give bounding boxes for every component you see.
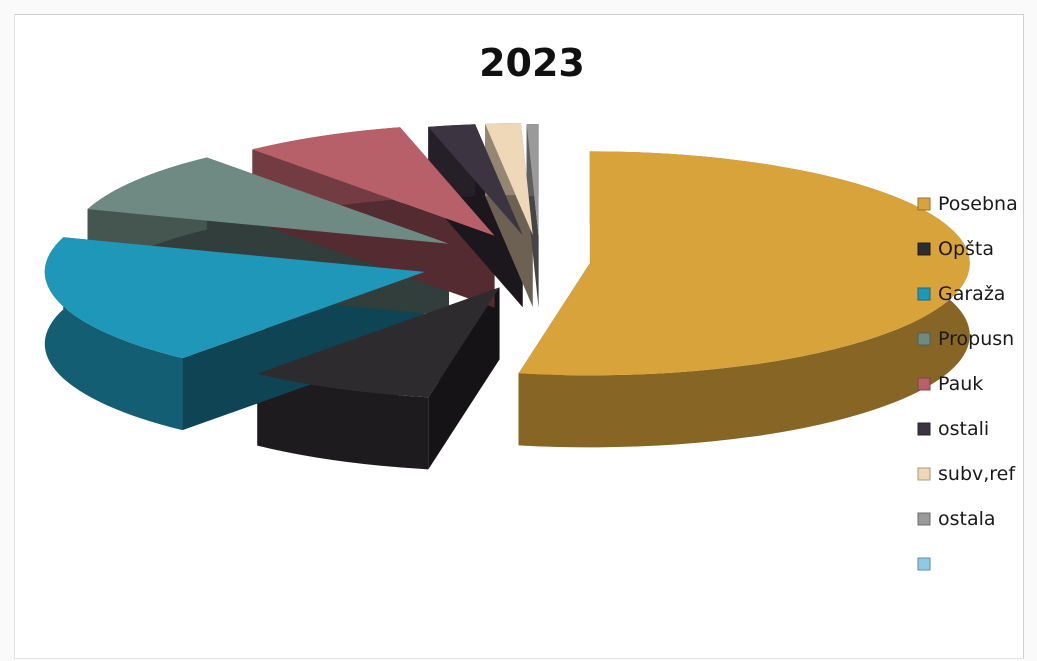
legend-swatch-propusn	[917, 332, 931, 346]
legend-swatch-op-ta	[917, 242, 931, 256]
legend-swatch-unnamed	[917, 557, 931, 571]
legend-swatch-posebna	[917, 197, 931, 211]
legend-swatch-ostala	[917, 512, 931, 526]
legend-swatch-pauk	[917, 377, 931, 391]
legend-swatch-ostali	[917, 422, 931, 436]
pie-tops	[44, 123, 970, 398]
slice-rim-op-ta	[257, 373, 429, 470]
legend-swatch-subv-ref	[917, 467, 931, 481]
legend-label-posebna: Posebna	[938, 193, 1018, 215]
legend-label-ostali: ostali	[938, 418, 989, 440]
slice-ostala	[526, 124, 539, 237]
chart-title: 2023	[479, 41, 585, 85]
legend-label-subv-ref: subv,ref	[938, 463, 1016, 485]
slice-rim-gara-a	[44, 237, 183, 431]
legend-label-op-ta: Opšta	[938, 238, 994, 260]
legend-label-gara-a: Garaža	[938, 283, 1005, 305]
legend-swatch-gara-a	[917, 287, 931, 301]
slice-gara-a	[44, 237, 425, 359]
slice-subv-ref	[485, 123, 533, 235]
legend-label-ostala: ostala	[938, 508, 996, 530]
slice-pauk	[252, 127, 495, 236]
slice-ostali	[428, 124, 523, 236]
legend: Posebna Opšta Garaža Propusn Pauk ostali subv,…	[917, 193, 1018, 571]
slice-op-ta	[257, 287, 500, 398]
slice-propusn	[87, 157, 450, 244]
slice-posebna	[518, 151, 970, 376]
legend-label-pauk: Pauk	[938, 373, 983, 395]
legend-label-propusn: Propusn	[938, 328, 1014, 350]
